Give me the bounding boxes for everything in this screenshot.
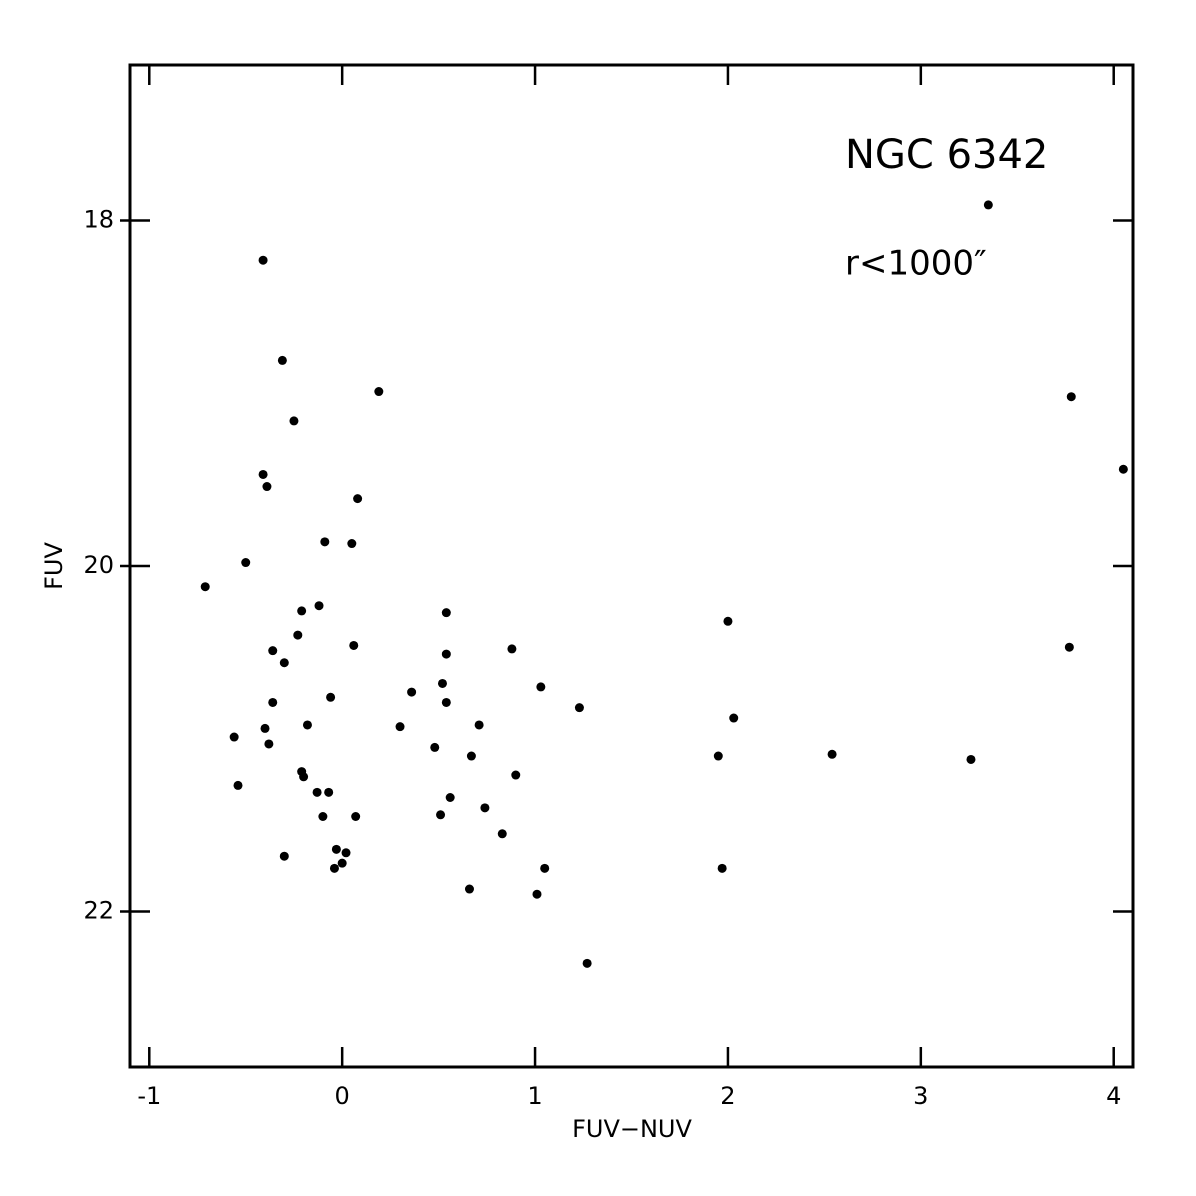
point [532, 889, 542, 899]
point [445, 792, 455, 802]
point [441, 697, 451, 707]
point [351, 812, 361, 821]
point [312, 787, 322, 797]
x-tick-label: 4 [1106, 1082, 1121, 1110]
point [966, 754, 976, 764]
point [279, 658, 289, 668]
point [441, 649, 451, 659]
point [507, 644, 517, 654]
point [1064, 642, 1074, 652]
y-axis-label: FUV [40, 542, 68, 590]
point [347, 539, 357, 549]
point [511, 770, 521, 780]
point [430, 742, 440, 752]
x-tick-label: 0 [335, 1082, 350, 1110]
point [436, 810, 446, 820]
x-tick-label: 2 [720, 1082, 735, 1110]
x-tick-label: -1 [137, 1082, 161, 1110]
point [717, 863, 727, 873]
x-tick-label: 1 [527, 1082, 542, 1110]
point [314, 601, 324, 611]
point [353, 494, 363, 504]
point [326, 692, 336, 702]
point [260, 723, 270, 733]
point [395, 722, 405, 732]
point [540, 863, 550, 873]
point [262, 482, 272, 492]
point [827, 749, 837, 759]
point [337, 858, 347, 868]
point [324, 787, 334, 797]
point [374, 387, 384, 397]
annotation: r<1000″ [845, 244, 987, 284]
point [341, 848, 351, 858]
point [277, 355, 287, 365]
point [241, 558, 251, 568]
point [713, 751, 723, 761]
point [723, 616, 733, 626]
point [258, 469, 268, 479]
y-tick-label: 22 [83, 897, 114, 925]
annotation: NGC 6342 [845, 132, 1048, 178]
point [983, 200, 993, 210]
point [318, 812, 328, 821]
point [264, 739, 274, 749]
y-tick-label: 20 [83, 551, 114, 579]
point [464, 884, 474, 894]
point [437, 678, 447, 688]
plot-frame [128, 63, 1135, 1069]
point [441, 608, 451, 618]
point [497, 829, 507, 839]
point [407, 687, 417, 697]
point [297, 606, 307, 616]
point [329, 863, 339, 873]
x-axis-label: FUV−NUV [572, 1115, 692, 1143]
point [299, 772, 309, 782]
point [466, 751, 476, 761]
point [536, 682, 546, 692]
point [302, 720, 312, 730]
point [289, 416, 299, 426]
point [480, 803, 490, 813]
point [268, 697, 278, 707]
point [320, 537, 330, 547]
point [582, 958, 592, 968]
point [349, 640, 359, 650]
point [474, 720, 484, 730]
point [1066, 392, 1076, 402]
point [574, 703, 584, 713]
point [279, 851, 289, 861]
y-tick-label: 18 [83, 205, 114, 233]
point [729, 713, 739, 723]
point [200, 582, 210, 592]
x-tick-label: 3 [913, 1082, 928, 1110]
point [331, 844, 341, 854]
point [258, 255, 268, 265]
point [293, 630, 303, 640]
point [229, 732, 239, 742]
point [1118, 464, 1128, 474]
point [233, 780, 243, 790]
point [268, 646, 278, 656]
